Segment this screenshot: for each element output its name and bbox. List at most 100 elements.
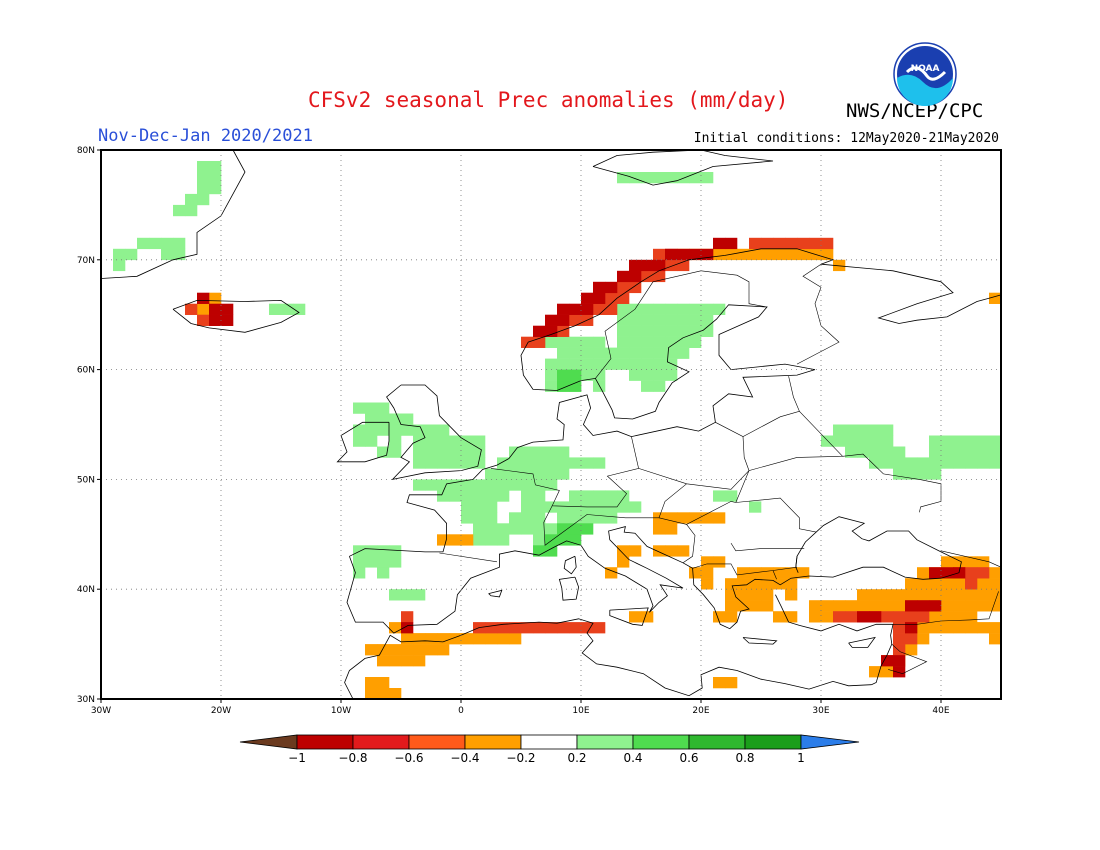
anomaly-cell (833, 259, 846, 272)
colorbar-segment (239, 734, 298, 750)
anomaly-cell (869, 600, 882, 612)
anomaly-cell (941, 457, 954, 469)
anomaly-cell (689, 303, 702, 315)
anomaly-cell (473, 633, 486, 645)
anomaly-cell (569, 369, 582, 381)
anomaly-cell (197, 193, 210, 206)
anomaly-cell (857, 435, 870, 447)
anomaly-cell (449, 435, 462, 447)
anomaly-cell (785, 578, 798, 590)
anomaly-cell (989, 622, 1002, 634)
border (638, 422, 750, 490)
coastline (558, 576, 580, 601)
anomaly-cell (449, 490, 462, 502)
anomaly-cell (557, 457, 570, 469)
anomaly-cell (713, 677, 726, 689)
anomaly-cell (485, 479, 498, 491)
anomaly-cell (497, 523, 510, 535)
anomaly-cell (965, 578, 978, 590)
anomaly-cell (797, 237, 810, 250)
anomaly-cell (569, 457, 582, 469)
coastline (346, 516, 962, 634)
initial-conditions-label: Initial conditions: 12May2020-21May2020 (693, 131, 999, 146)
anomaly-cell (557, 534, 570, 546)
anomaly-cell (545, 336, 558, 348)
colorbar-segment (520, 734, 578, 750)
anomaly-cell (881, 424, 894, 436)
anomaly-cell (653, 325, 666, 337)
anomaly-cell (485, 523, 498, 535)
anomaly-cell (437, 435, 450, 447)
anomaly-cell (569, 303, 582, 315)
anomaly-cell (413, 446, 426, 458)
anomaly-cell (533, 545, 546, 557)
colorbar-label: −1 (288, 751, 306, 765)
anomaly-cell (689, 512, 702, 524)
anomaly-cell (821, 237, 834, 250)
anomaly-cell (893, 611, 906, 623)
anomaly-cell (185, 193, 198, 206)
anomaly-cell (509, 622, 522, 634)
anomaly-cell (917, 567, 930, 579)
border (772, 570, 777, 580)
anomaly-cell (761, 578, 774, 590)
anomaly-cell (953, 446, 966, 458)
anomaly-cell (509, 446, 522, 458)
anomaly-cell (977, 435, 990, 447)
coastline (742, 637, 778, 645)
anomaly-cell (425, 644, 438, 656)
anomaly-cell (665, 523, 678, 535)
anomaly-cell (941, 600, 954, 612)
anomaly-cell (845, 611, 858, 623)
anomaly-cell (557, 446, 570, 458)
anomaly-cell (593, 336, 606, 348)
anomaly-cell (677, 259, 690, 272)
anomaly-cell (545, 501, 558, 513)
anomaly-cell (509, 468, 522, 480)
anomaly-cell (413, 655, 426, 667)
anomaly-cell (473, 457, 486, 469)
anomaly-cell (365, 556, 378, 568)
colorbar-segment (632, 734, 690, 750)
anomaly-cell (725, 578, 738, 590)
anomaly-cell (773, 248, 786, 261)
anomaly-cell (713, 512, 726, 524)
anomaly-cell (737, 567, 750, 579)
border (799, 411, 843, 457)
anomaly-cell (497, 479, 510, 491)
lat-labels: 80N 70N 60N 50N 40N 30N (77, 146, 101, 705)
border (692, 563, 798, 576)
anomaly-cell (665, 336, 678, 348)
anomaly-cell (149, 237, 162, 250)
anomaly-cell (557, 347, 570, 359)
anomaly-cell (437, 424, 450, 436)
anomaly-cell (545, 358, 558, 370)
anomaly-cell (113, 248, 126, 261)
coastline (775, 594, 894, 686)
anomaly-cell (473, 446, 486, 458)
anomaly-cell (965, 556, 978, 568)
anomaly-cell (557, 622, 570, 634)
anomaly-cell (677, 545, 690, 557)
anomaly-cell (797, 567, 810, 579)
border (700, 270, 768, 308)
anomaly-cell (677, 512, 690, 524)
anomaly-cell (521, 490, 534, 502)
anomaly-cell (401, 611, 414, 623)
anomaly-cell (641, 259, 654, 272)
anomaly-cell (161, 248, 174, 261)
anomaly-cell (437, 479, 450, 491)
anomaly-cell (665, 545, 678, 557)
anomaly-cell (917, 633, 930, 645)
anomaly-cell (365, 545, 378, 557)
anomaly-cell (629, 369, 642, 381)
anomaly-cell (677, 336, 690, 348)
anomaly-cell (761, 589, 774, 601)
anomaly-cell (581, 457, 594, 469)
anomaly-cell (593, 292, 606, 304)
colorbar-label: −0.6 (394, 751, 423, 765)
anomaly-cell (977, 589, 990, 601)
colorbar-label: −0.4 (450, 751, 479, 765)
anomaly-cell (461, 534, 474, 546)
anomaly-cell (917, 611, 930, 623)
